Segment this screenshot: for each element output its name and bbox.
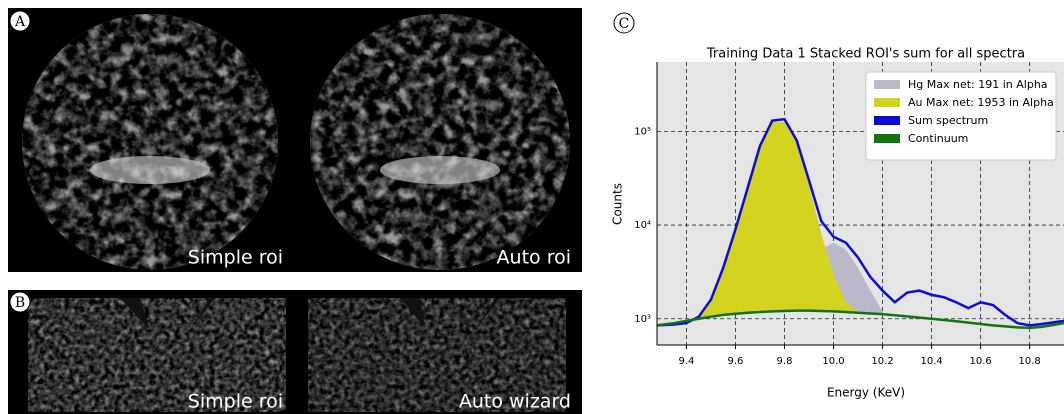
x-tick-label: 10.6 <box>970 356 992 367</box>
x-tick-label: 10.0 <box>822 356 844 367</box>
line <box>656 117 1064 327</box>
panel-badge <box>613 12 635 34</box>
legend-swatch <box>874 134 900 143</box>
panel-label: B <box>15 295 25 311</box>
x-tick-label: 9.4 <box>678 356 694 367</box>
roi-texture <box>310 14 570 270</box>
roi-texture <box>22 14 278 270</box>
x-tick-label: 9.6 <box>728 356 744 367</box>
y-tick-label: 10⁵ <box>634 126 651 137</box>
panel-label: A <box>14 14 26 30</box>
panel-label: C <box>619 16 630 32</box>
x-tick-label: 9.8 <box>777 356 793 367</box>
y-tick-label: 10⁴ <box>634 220 651 231</box>
y-tick-label: 10³ <box>634 314 651 325</box>
panel-badge <box>9 10 31 32</box>
panel-badge <box>9 291 31 313</box>
caption: Auto roi <box>497 247 571 269</box>
legend-label: Au Max net: 1953 in Alpha <box>908 96 1054 109</box>
roi-texture <box>28 298 286 412</box>
roi-highlight <box>380 156 500 184</box>
area <box>698 121 859 319</box>
x-axis-label: Energy (KeV) <box>827 386 905 400</box>
roi-texture <box>308 298 566 412</box>
x-tick-label: 10.4 <box>920 356 942 367</box>
caption: Simple roi <box>188 247 283 269</box>
legend-box <box>865 71 1057 161</box>
chart-title: Training Data 1 Stacked ROI's sum for al… <box>706 47 1025 62</box>
caption: Auto wizard <box>459 391 571 413</box>
legend-label: Continuum <box>908 132 968 145</box>
legend-swatch <box>874 80 900 89</box>
legend-label: Sum spectrum <box>908 114 988 127</box>
legend-swatch <box>874 116 900 125</box>
line <box>656 309 1064 330</box>
x-tick-label: 10.2 <box>871 356 893 367</box>
legend-swatch <box>874 98 900 107</box>
legend-label: Hg Max net: 191 in Alpha <box>908 78 1048 91</box>
x-tick-label: 10.8 <box>1019 356 1041 367</box>
roi-highlight <box>90 156 210 184</box>
caption: Simple roi <box>188 391 283 413</box>
y-axis-label: Counts <box>611 183 625 225</box>
